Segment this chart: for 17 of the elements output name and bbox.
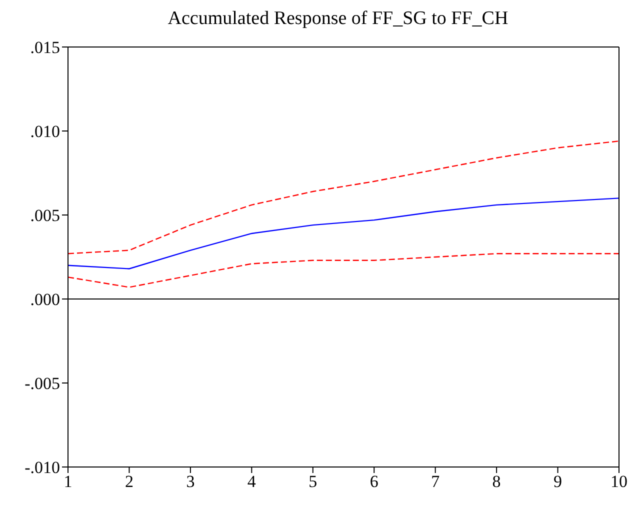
x-tick-label: 5 <box>308 472 318 492</box>
chart-title: Accumulated Response of FF_SG to FF_CH <box>166 8 510 31</box>
y-tick-label: .000 <box>30 290 60 310</box>
x-tick-label: 6 <box>370 472 378 492</box>
x-tick-label: 10 <box>610 472 628 492</box>
y-tick-label: .010 <box>30 122 60 142</box>
x-tick-label: 8 <box>492 472 501 492</box>
x-tick-label: 4 <box>247 472 256 492</box>
x-tick-label: 1 <box>64 472 72 492</box>
x-tick-label: 9 <box>554 472 562 492</box>
y-tick-label: -.010 <box>24 458 60 478</box>
x-tick-label: 3 <box>186 472 195 492</box>
x-tick-label: 2 <box>124 472 134 492</box>
y-tick-label: .005 <box>30 206 60 226</box>
x-tick-label: 7 <box>431 472 440 492</box>
y-tick-label: -.005 <box>24 374 60 394</box>
y-tick-label: .015 <box>30 38 60 58</box>
